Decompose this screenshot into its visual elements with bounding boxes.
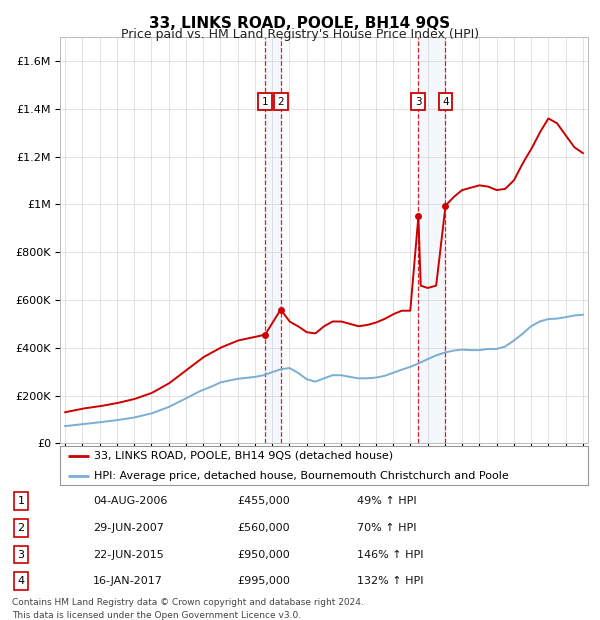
Text: 4: 4 <box>442 97 449 107</box>
Text: 3: 3 <box>17 549 25 560</box>
Text: £995,000: £995,000 <box>237 576 290 587</box>
Text: 22-JUN-2015: 22-JUN-2015 <box>93 549 164 560</box>
Text: 33, LINKS ROAD, POOLE, BH14 9QS: 33, LINKS ROAD, POOLE, BH14 9QS <box>149 16 451 30</box>
Text: £455,000: £455,000 <box>237 496 290 507</box>
Text: Price paid vs. HM Land Registry's House Price Index (HPI): Price paid vs. HM Land Registry's House … <box>121 28 479 41</box>
Bar <box>418 37 445 443</box>
Text: 70% ↑ HPI: 70% ↑ HPI <box>357 523 416 533</box>
Text: 2: 2 <box>277 97 284 107</box>
Text: This data is licensed under the Open Government Licence v3.0.: This data is licensed under the Open Gov… <box>12 611 301 620</box>
Text: 16-JAN-2017: 16-JAN-2017 <box>93 576 163 587</box>
Text: £560,000: £560,000 <box>237 523 290 533</box>
Text: £950,000: £950,000 <box>237 549 290 560</box>
Text: HPI: Average price, detached house, Bournemouth Christchurch and Poole: HPI: Average price, detached house, Bour… <box>94 471 509 481</box>
Text: 132% ↑ HPI: 132% ↑ HPI <box>357 576 424 587</box>
Text: 4: 4 <box>17 576 25 587</box>
Text: 2: 2 <box>17 523 25 533</box>
Text: 1: 1 <box>262 97 268 107</box>
Text: 04-AUG-2006: 04-AUG-2006 <box>93 496 167 507</box>
Text: 29-JUN-2007: 29-JUN-2007 <box>93 523 164 533</box>
Text: Contains HM Land Registry data © Crown copyright and database right 2024.: Contains HM Land Registry data © Crown c… <box>12 598 364 607</box>
Text: 33, LINKS ROAD, POOLE, BH14 9QS (detached house): 33, LINKS ROAD, POOLE, BH14 9QS (detache… <box>94 451 394 461</box>
Bar <box>265 37 281 443</box>
Text: 3: 3 <box>415 97 422 107</box>
Text: 146% ↑ HPI: 146% ↑ HPI <box>357 549 424 560</box>
Text: 49% ↑ HPI: 49% ↑ HPI <box>357 496 416 507</box>
Text: 1: 1 <box>17 496 25 507</box>
